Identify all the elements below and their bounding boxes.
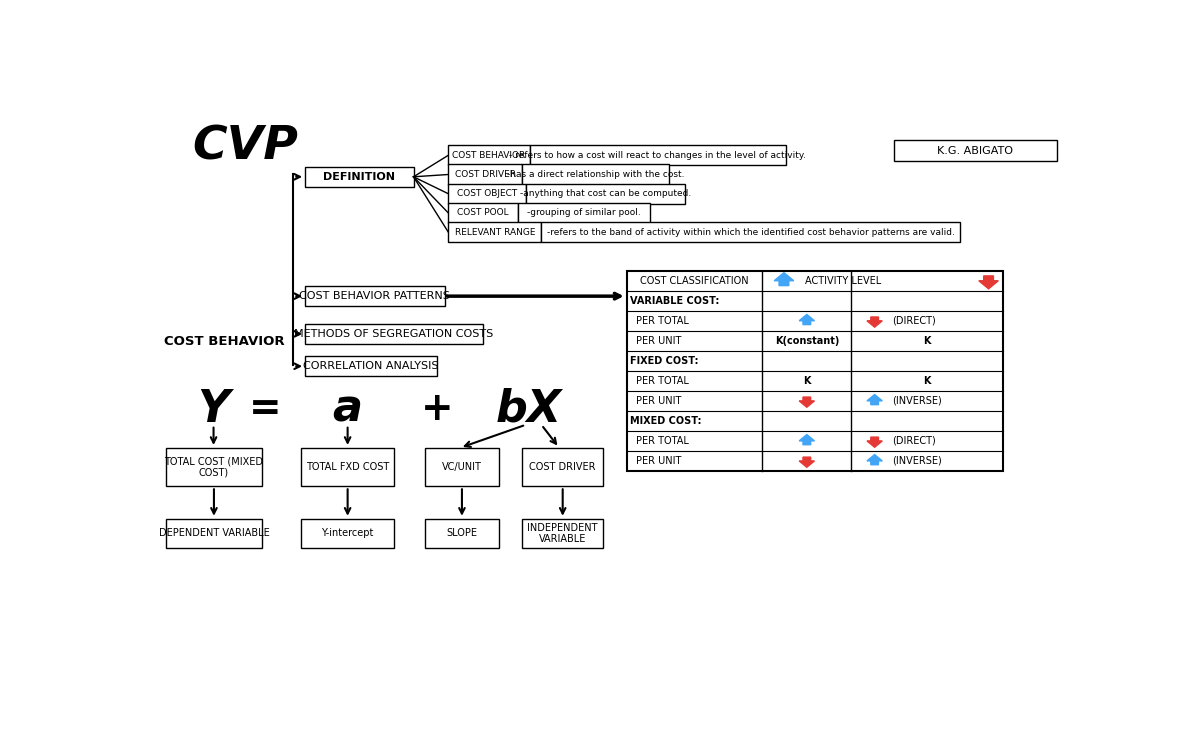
Text: COST DRIVER: COST DRIVER	[455, 170, 516, 179]
Bar	[529, 145, 786, 165]
Text: -refers to the band of activity within which the identified cost behavior patter: -refers to the band of activity within w…	[547, 227, 954, 237]
Polygon shape	[866, 317, 882, 327]
Text: a: a	[332, 388, 362, 431]
Bar	[425, 448, 499, 486]
Text: SLOPE: SLOPE	[446, 529, 478, 538]
Text: TOTAL FXD COST: TOTAL FXD COST	[306, 462, 389, 472]
Text: -has a direct relationship with the cost.: -has a direct relationship with the cost…	[506, 170, 684, 179]
Bar	[626, 270, 1002, 471]
Text: (INVERSE): (INVERSE)	[892, 396, 942, 406]
Text: PER TOTAL: PER TOTAL	[636, 376, 689, 386]
Text: PER UNIT: PER UNIT	[636, 336, 682, 346]
Bar	[526, 184, 685, 203]
Text: +: +	[420, 390, 454, 429]
Text: PER UNIT: PER UNIT	[636, 456, 682, 466]
Text: K: K	[923, 376, 931, 386]
Bar	[425, 518, 499, 548]
Bar	[305, 356, 437, 376]
Polygon shape	[866, 455, 882, 465]
Bar	[541, 222, 960, 242]
Text: (INVERSE): (INVERSE)	[892, 456, 942, 466]
Bar	[166, 448, 263, 486]
Polygon shape	[866, 437, 882, 448]
Bar	[522, 165, 670, 184]
Polygon shape	[799, 434, 815, 445]
Polygon shape	[866, 394, 882, 405]
Text: Y: Y	[198, 388, 229, 431]
Text: COST OBJECT: COST OBJECT	[457, 190, 517, 198]
Bar	[449, 184, 526, 203]
Polygon shape	[799, 397, 815, 408]
Text: (DIRECT): (DIRECT)	[892, 316, 936, 326]
Text: =: =	[248, 390, 281, 429]
Text: -anything that cost can be computed.: -anything that cost can be computed.	[520, 190, 691, 198]
Text: CVP: CVP	[193, 125, 299, 169]
Text: CORRELATION ANALYSIS: CORRELATION ANALYSIS	[304, 362, 439, 371]
Text: PER TOTAL: PER TOTAL	[636, 436, 689, 446]
Bar	[166, 518, 263, 548]
Text: PER UNIT: PER UNIT	[636, 396, 682, 406]
Bar	[301, 448, 394, 486]
Text: FIXED COST:: FIXED COST:	[630, 356, 698, 366]
Polygon shape	[979, 276, 998, 289]
Bar	[894, 140, 1057, 161]
Text: METHODS OF SEGREGATION COSTS: METHODS OF SEGREGATION COSTS	[294, 329, 493, 339]
Bar	[522, 518, 604, 548]
Text: (DIRECT): (DIRECT)	[892, 436, 936, 446]
Text: COST BEHAVIOR: COST BEHAVIOR	[452, 151, 526, 160]
Bar	[305, 286, 444, 306]
Bar	[522, 448, 604, 486]
Text: VC/UNIT: VC/UNIT	[442, 462, 482, 472]
Polygon shape	[774, 273, 793, 286]
Text: ACTIVITY LEVEL: ACTIVITY LEVEL	[805, 276, 881, 286]
Text: K.G. ABIGATO: K.G. ABIGATO	[937, 146, 1013, 155]
Text: COST POOL: COST POOL	[457, 208, 509, 217]
Text: bX: bX	[496, 388, 562, 431]
Bar	[518, 203, 650, 223]
Text: VARIABLE COST:: VARIABLE COST:	[630, 296, 720, 305]
Text: DEFINITION: DEFINITION	[323, 172, 395, 182]
Text: K(constant): K(constant)	[775, 336, 839, 346]
Text: TOTAL COST (MIXED
COST): TOTAL COST (MIXED COST)	[164, 456, 264, 478]
Text: K: K	[803, 376, 810, 386]
Bar	[449, 203, 518, 223]
Bar	[449, 222, 541, 242]
Polygon shape	[799, 457, 815, 467]
Text: K: K	[923, 336, 931, 346]
Text: COST DRIVER: COST DRIVER	[529, 462, 596, 472]
Text: DEPENDENT VARIABLE: DEPENDENT VARIABLE	[158, 529, 269, 538]
Text: COST CLASSIFICATION: COST CLASSIFICATION	[640, 276, 749, 286]
Text: COST BEHAVIOR PATTERNS: COST BEHAVIOR PATTERNS	[299, 291, 450, 301]
Polygon shape	[799, 314, 815, 324]
Text: Y-intercept: Y-intercept	[322, 529, 374, 538]
Text: -grouping of similar pool.: -grouping of similar pool.	[527, 208, 641, 217]
Bar	[449, 145, 529, 165]
Bar	[305, 324, 484, 344]
Text: INDEPENDENT
VARIABLE: INDEPENDENT VARIABLE	[528, 523, 598, 544]
Bar	[449, 165, 522, 184]
Text: RELEVANT RANGE: RELEVANT RANGE	[455, 227, 535, 237]
Text: PER TOTAL: PER TOTAL	[636, 316, 689, 326]
Text: COST BEHAVIOR: COST BEHAVIOR	[164, 335, 284, 348]
Bar	[301, 518, 394, 548]
Bar	[305, 167, 414, 187]
Text: - refers to how a cost will react to changes in the level of activity.: - refers to how a cost will react to cha…	[509, 151, 806, 160]
Text: MIXED COST:: MIXED COST:	[630, 416, 702, 426]
